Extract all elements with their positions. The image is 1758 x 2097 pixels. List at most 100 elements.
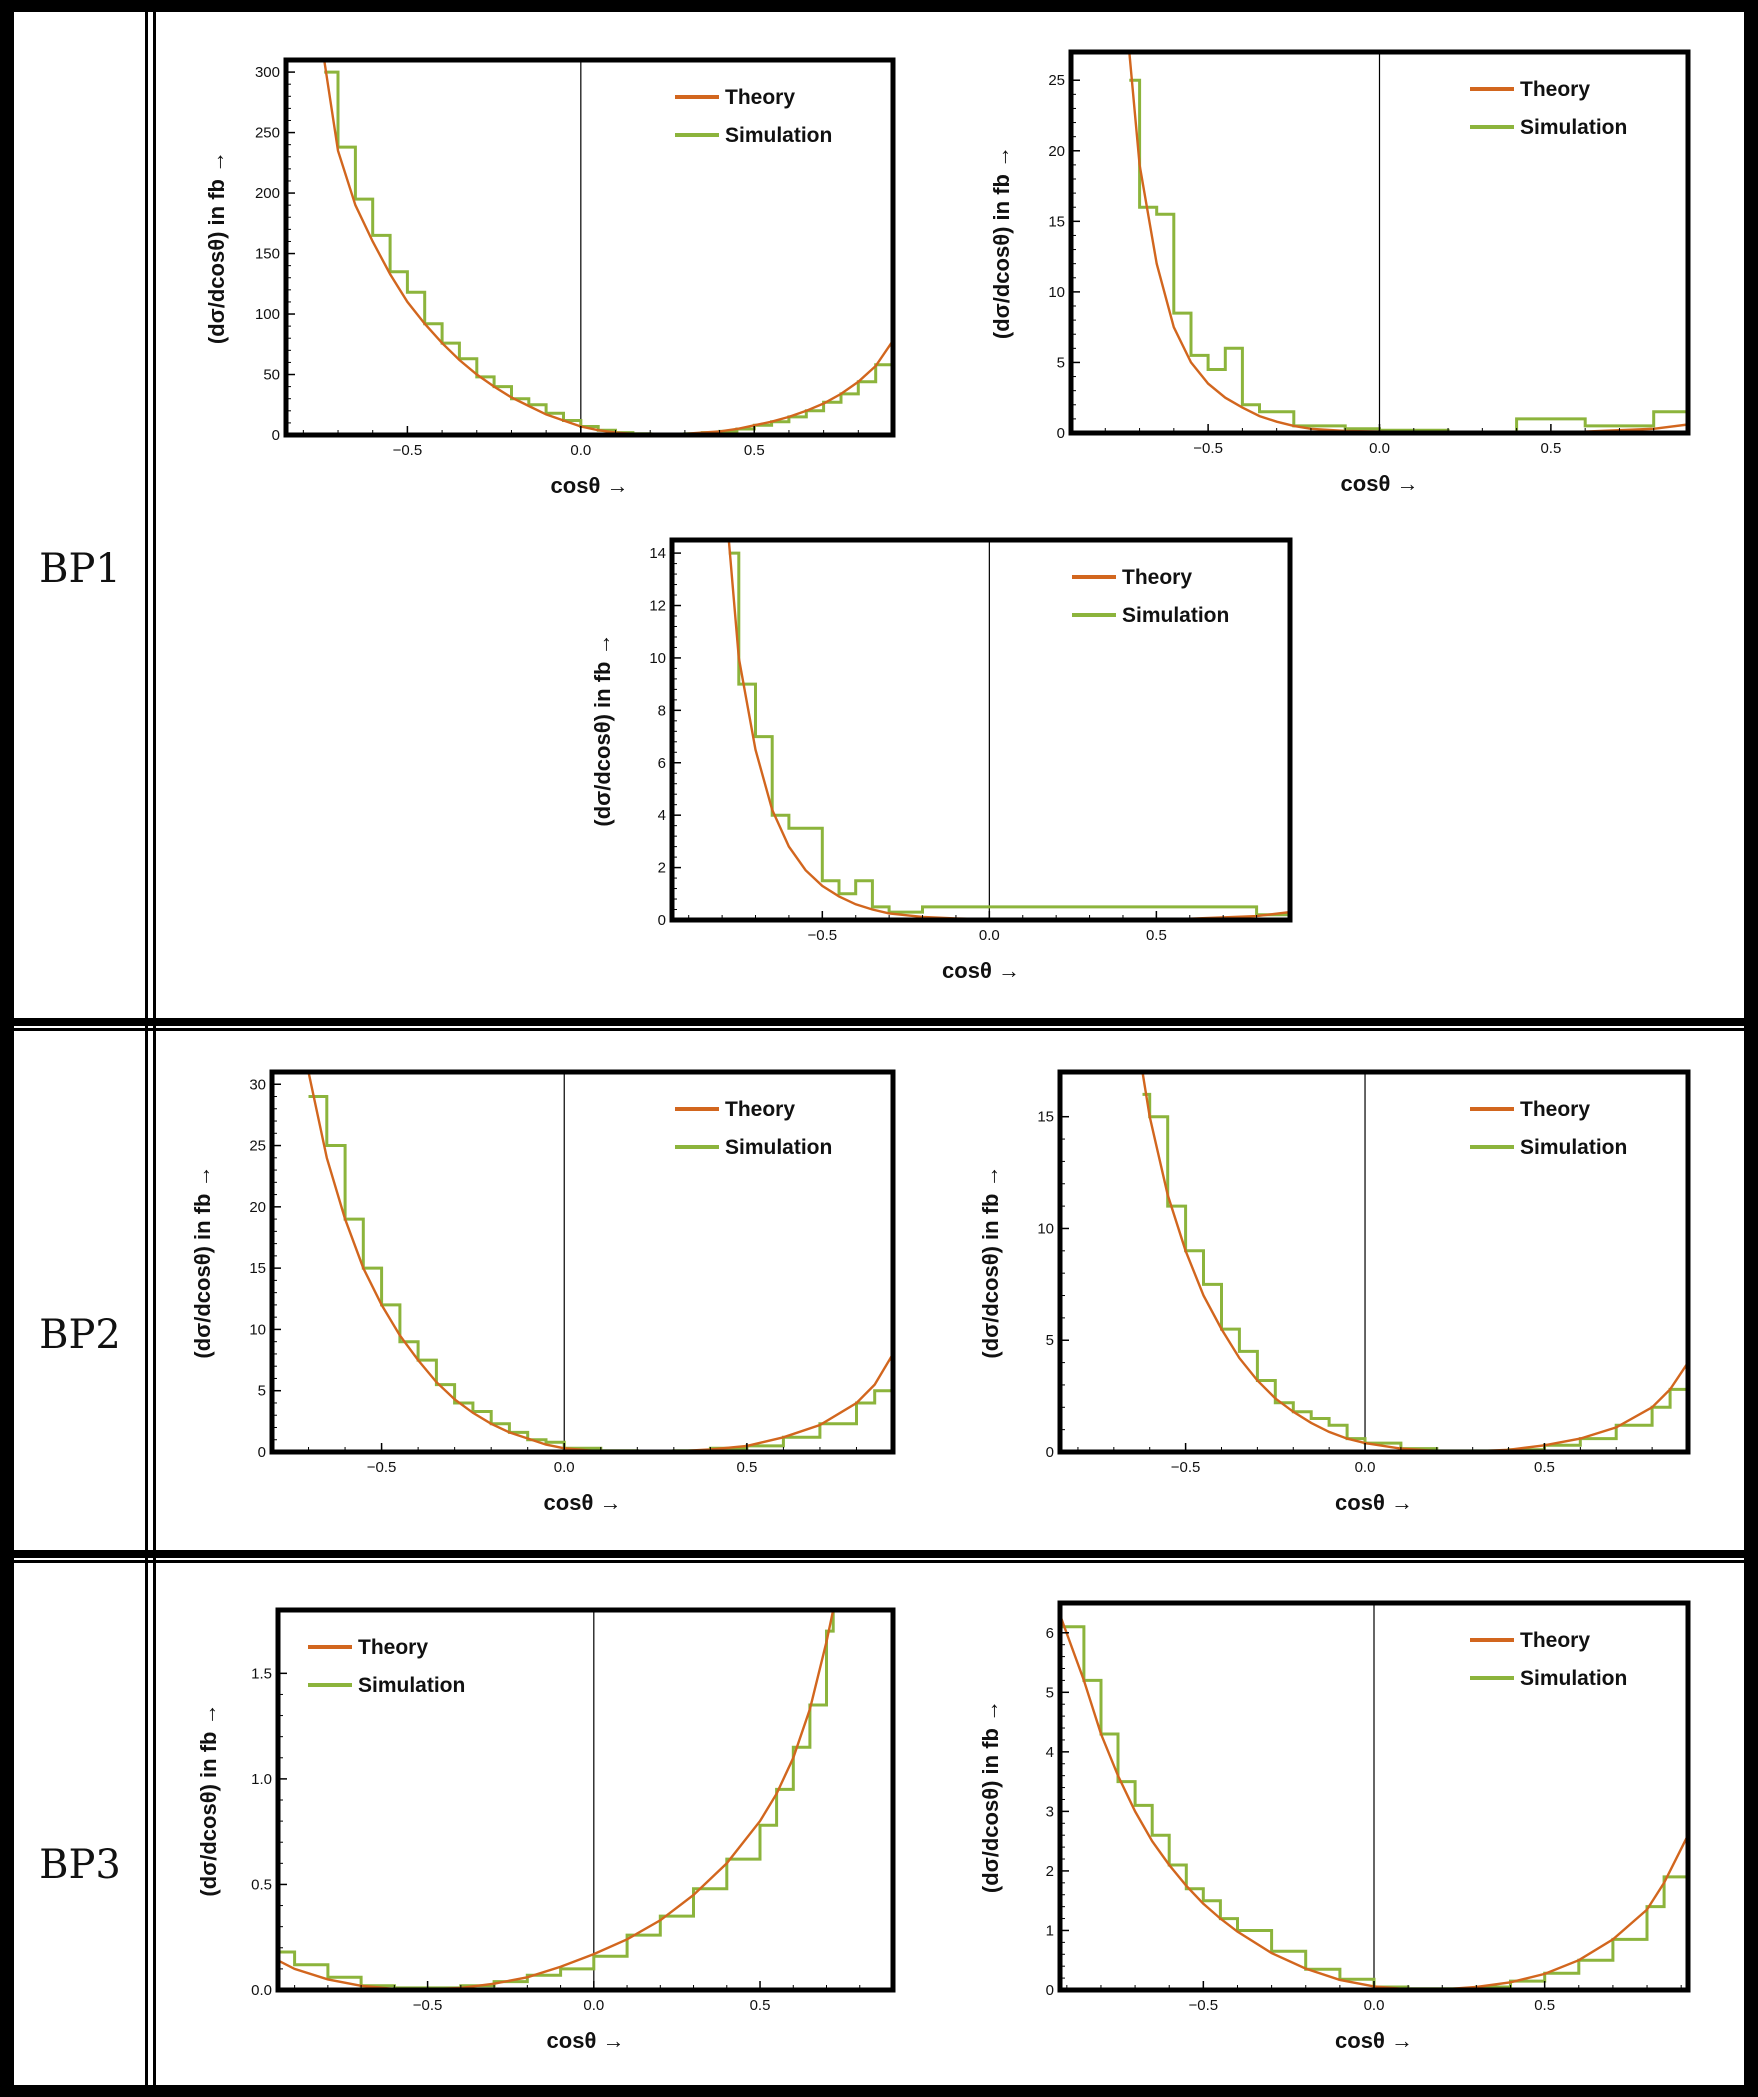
x-tick-label: 0.5 <box>1146 927 1167 944</box>
theory-curve <box>307 1072 893 1452</box>
y-tick-label: 6 <box>658 755 666 772</box>
row-divider-1a <box>0 1018 1758 1026</box>
simulation-histogram <box>1142 1092 1688 1452</box>
y-tick-label: 15 <box>249 1260 266 1277</box>
x-tick-label: 0.0 <box>570 442 591 459</box>
y-axis-label: (dσ/dcosθ) in fb → <box>978 1700 1003 1893</box>
y-tick-label: 0 <box>1057 425 1065 442</box>
row-label-bp1: BP1 <box>39 546 121 592</box>
legend-simulation-label: Simulation <box>1520 1667 1627 1690</box>
chart-bp2-b: 0 5 10 15 −0.5 0.0 0.5 cosθ → (dσ/dcosθ) in fb →… <box>978 1069 1691 1515</box>
x-tick-label: 0.0 <box>1369 440 1390 457</box>
x-tick-label: 0.5 <box>1534 1997 1555 2014</box>
x-tick-label: 0.0 <box>1364 1997 1385 2014</box>
x-tick-label: 0.0 <box>583 1997 604 2014</box>
theory-curve <box>278 1610 835 1990</box>
x-tick-label: −0.5 <box>1171 1459 1201 1476</box>
y-tick-label: 0 <box>658 912 666 929</box>
label-column-divider-2 <box>153 0 156 2097</box>
y-axis-label: (dσ/dcosθ) in fb → <box>978 1165 1003 1358</box>
row-divider-2a <box>0 1550 1758 1558</box>
chart-bp1-c: 0 2 4 6 8 10 12 14 −0.5 0.0 0.5 cosθ → (dσ/dcosθ) in… <box>590 537 1293 983</box>
row-label-bp2: BP2 <box>39 1312 121 1358</box>
y-tick-label: 25 <box>249 1138 266 1155</box>
row-divider-1b <box>0 1028 1758 1031</box>
x-tick-label: 0.0 <box>979 927 1000 944</box>
table-right-border <box>1744 0 1758 2097</box>
y-tick-label: 3 <box>1046 1803 1054 1820</box>
label-column-divider-1 <box>145 0 148 2097</box>
table-left-border <box>0 0 14 2097</box>
y-tick-label: 0 <box>272 427 280 444</box>
theory-curve <box>1128 52 1688 433</box>
x-axis-label: cosθ → <box>544 1490 622 1515</box>
y-axis-label: (dσ/dcosθ) in fb → <box>190 1165 215 1358</box>
legend-theory-label: Theory <box>1520 78 1590 101</box>
plot-frame <box>283 57 896 438</box>
y-axis-label: (dσ/dcosθ) in fb → <box>989 146 1014 339</box>
y-tick-label: 100 <box>255 306 280 323</box>
x-axis-label: cosθ → <box>1335 2028 1413 2053</box>
x-tick-label: 0.0 <box>554 1459 575 1476</box>
y-tick-label: 5 <box>1046 1684 1054 1701</box>
x-axis-label: cosθ → <box>547 2028 625 2053</box>
legend-theory-label: Theory <box>1122 566 1192 589</box>
theory-curve <box>727 540 1290 920</box>
y-tick-label: 5 <box>1046 1332 1054 1349</box>
x-tick-label: −0.5 <box>808 927 838 944</box>
y-tick-label: 0.0 <box>251 1982 272 1999</box>
plot-frame <box>1057 1069 1691 1455</box>
y-tick-label: 6 <box>1046 1625 1054 1642</box>
legend-simulation-label: Simulation <box>358 1674 465 1697</box>
chart-bp1-a: 0 50 100 150 200 250 300 −0.5 0.0 0.5 cosθ → (dσ/dc… <box>204 57 896 498</box>
chart-bp3-a: 0.0 0.5 1.0 1.5 −0.5 0.0 0.5 cosθ → (dσ/dcosθ) i… <box>196 1607 896 2053</box>
y-tick-label: 10 <box>1048 284 1065 301</box>
x-tick-label: 0.5 <box>744 442 765 459</box>
y-tick-label: 1.0 <box>251 1771 272 1788</box>
y-tick-label: 8 <box>658 702 666 719</box>
y-tick-label: 30 <box>249 1076 266 1093</box>
y-tick-label: 15 <box>1037 1109 1054 1126</box>
y-axis-label: (dσ/dcosθ) in fb → <box>590 633 615 826</box>
x-tick-label: −0.5 <box>1189 1997 1219 2014</box>
x-tick-label: 0.5 <box>1540 440 1561 457</box>
x-axis-label: cosθ → <box>551 473 629 498</box>
y-tick-label: 15 <box>1048 213 1065 230</box>
plot-frame <box>669 537 1293 923</box>
x-tick-label: 0.5 <box>736 1459 757 1476</box>
legend-theory-label: Theory <box>1520 1629 1590 1652</box>
row-label-bp3: BP3 <box>39 1842 121 1888</box>
simulation-histogram <box>1129 78 1688 433</box>
legend-simulation-label: Simulation <box>725 124 832 147</box>
y-tick-label: 20 <box>249 1199 266 1216</box>
y-tick-label: 10 <box>649 650 666 667</box>
legend-theory-label: Theory <box>725 86 795 109</box>
y-axis-label: (dσ/dcosθ) in fb → <box>204 151 229 344</box>
y-tick-label: 150 <box>255 246 280 263</box>
y-tick-label: 0 <box>258 1444 266 1461</box>
y-tick-label: 14 <box>649 545 666 562</box>
x-tick-label: −0.5 <box>1193 440 1223 457</box>
table-top-border <box>0 0 1758 12</box>
x-tick-label: 0.0 <box>1355 1459 1376 1476</box>
y-tick-label: 0.5 <box>251 1876 272 1893</box>
x-tick-label: 0.5 <box>1534 1459 1555 1476</box>
chart-bp1-b: 0 5 10 15 20 25 −0.5 0.0 0.5 cosθ → (dσ/dcosθ) in … <box>989 49 1691 496</box>
chart-bp3-b: 0 1 2 3 4 5 6 −0.5 0.0 0.5 cosθ → (dσ/dcosθ) in fb … <box>978 1600 1691 2053</box>
simulation-histogram <box>1060 1625 1688 1990</box>
x-tick-label: −0.5 <box>413 1997 443 2014</box>
theory-curve <box>1060 1614 1688 1990</box>
y-tick-label: 10 <box>1037 1220 1054 1237</box>
legend-theory-label: Theory <box>1520 1098 1590 1121</box>
y-tick-label: 20 <box>1048 143 1065 160</box>
y-tick-label: 250 <box>255 125 280 142</box>
y-tick-label: 5 <box>1057 354 1065 371</box>
y-tick-label: 2 <box>1046 1863 1054 1880</box>
simulation-histogram <box>278 1610 893 1990</box>
y-tick-label: 2 <box>658 860 666 877</box>
y-tick-label: 300 <box>255 64 280 81</box>
table-bottom-border <box>0 2085 1758 2097</box>
x-axis-label: cosθ → <box>1341 471 1419 496</box>
y-tick-label: 200 <box>255 185 280 202</box>
